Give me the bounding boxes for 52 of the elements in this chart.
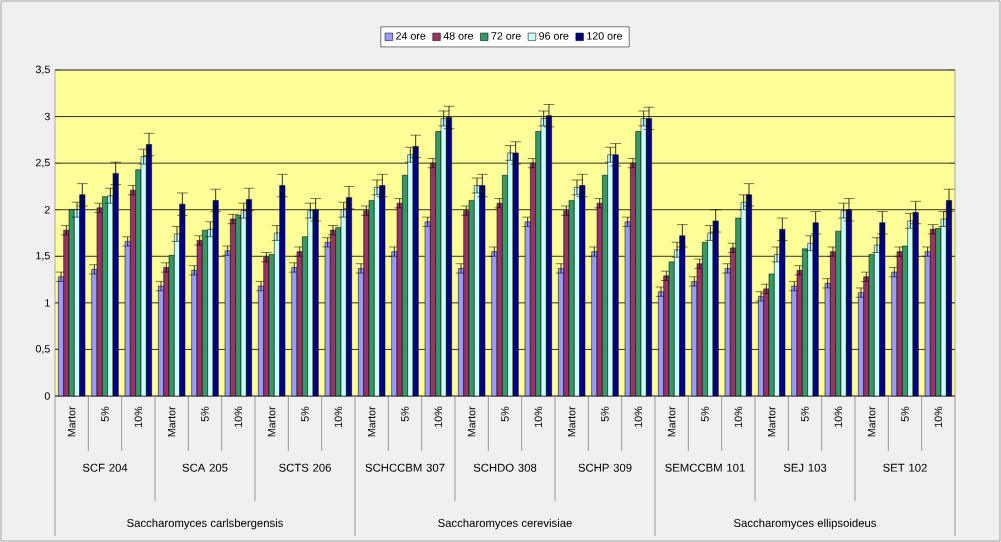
x-tick-label: Martor xyxy=(367,406,376,437)
x-tick-label: Martor xyxy=(767,406,776,437)
x-tick-label: 5% xyxy=(701,406,709,422)
x-tick-label: 10% xyxy=(434,406,443,427)
y-tick-label: 2,5 xyxy=(36,158,50,168)
text: SET 102 xyxy=(883,463,927,472)
x-tick-label: Martor xyxy=(67,406,76,437)
y-tick-label: 1 xyxy=(45,299,50,307)
text: SEJ 103 xyxy=(783,463,827,472)
x-tick-label: 10% xyxy=(734,406,743,427)
text: SEMCCBM 101 xyxy=(665,463,745,472)
text: SCA 205 xyxy=(182,463,228,472)
x-tick-label: Martor xyxy=(567,406,576,437)
text: SCHDO 308 xyxy=(473,463,537,472)
y-tick-label: 1,5 xyxy=(36,251,50,261)
x-tick-label: 5% xyxy=(601,406,609,422)
text: Saccharomyces ellipsoideus xyxy=(734,518,877,530)
x-tick-label: 10% xyxy=(934,406,943,427)
y-tick-label: 3,5 xyxy=(35,65,50,75)
x-tick-label: 5% xyxy=(501,406,509,422)
x-tick-label: 5% xyxy=(401,406,409,422)
x-tick-label: Martor xyxy=(467,406,476,437)
x-tick-label: 10% xyxy=(234,406,243,427)
x-tick-label: 10% xyxy=(834,406,843,427)
x-tick-label: 5% xyxy=(801,406,809,422)
legend-label: 96 ore xyxy=(539,32,569,40)
x-tick-label: 10% xyxy=(534,406,543,427)
legend-label: 120 ore xyxy=(587,32,623,40)
x-tick-label: 5% xyxy=(901,406,909,422)
y-tick-label: 0,5 xyxy=(35,345,50,354)
y-tick-label: 0 xyxy=(44,392,50,400)
x-tick-label: 10% xyxy=(134,406,143,427)
x-tick-label: Martor xyxy=(867,406,876,437)
x-tick-label: 5% xyxy=(101,406,109,422)
x-tick-label: Martor xyxy=(267,406,276,437)
text: SCTS 206 xyxy=(279,463,331,472)
x-tick-label: 5% xyxy=(201,406,209,422)
text: Saccharomyces carlsbergensis xyxy=(127,518,283,530)
y-tick-label: 3 xyxy=(44,112,50,121)
text: Saccharomyces cerevisiae xyxy=(438,518,572,530)
text: SCHCCBM 307 xyxy=(365,463,445,472)
legend-label: 48 ore xyxy=(443,32,474,40)
text: SCHP 309 xyxy=(578,463,632,472)
x-tick-label: Martor xyxy=(667,406,676,437)
x-tick-label: Martor xyxy=(167,406,176,437)
legend-label: 72 ore xyxy=(491,32,521,40)
y-tick-label: 2 xyxy=(44,205,50,214)
x-tick-label: 10% xyxy=(634,406,643,427)
text: SCF 204 xyxy=(82,463,128,472)
legend-label: 24 ore xyxy=(396,32,426,40)
x-tick-label: 10% xyxy=(334,406,343,427)
x-tick-label: 5% xyxy=(301,406,309,422)
